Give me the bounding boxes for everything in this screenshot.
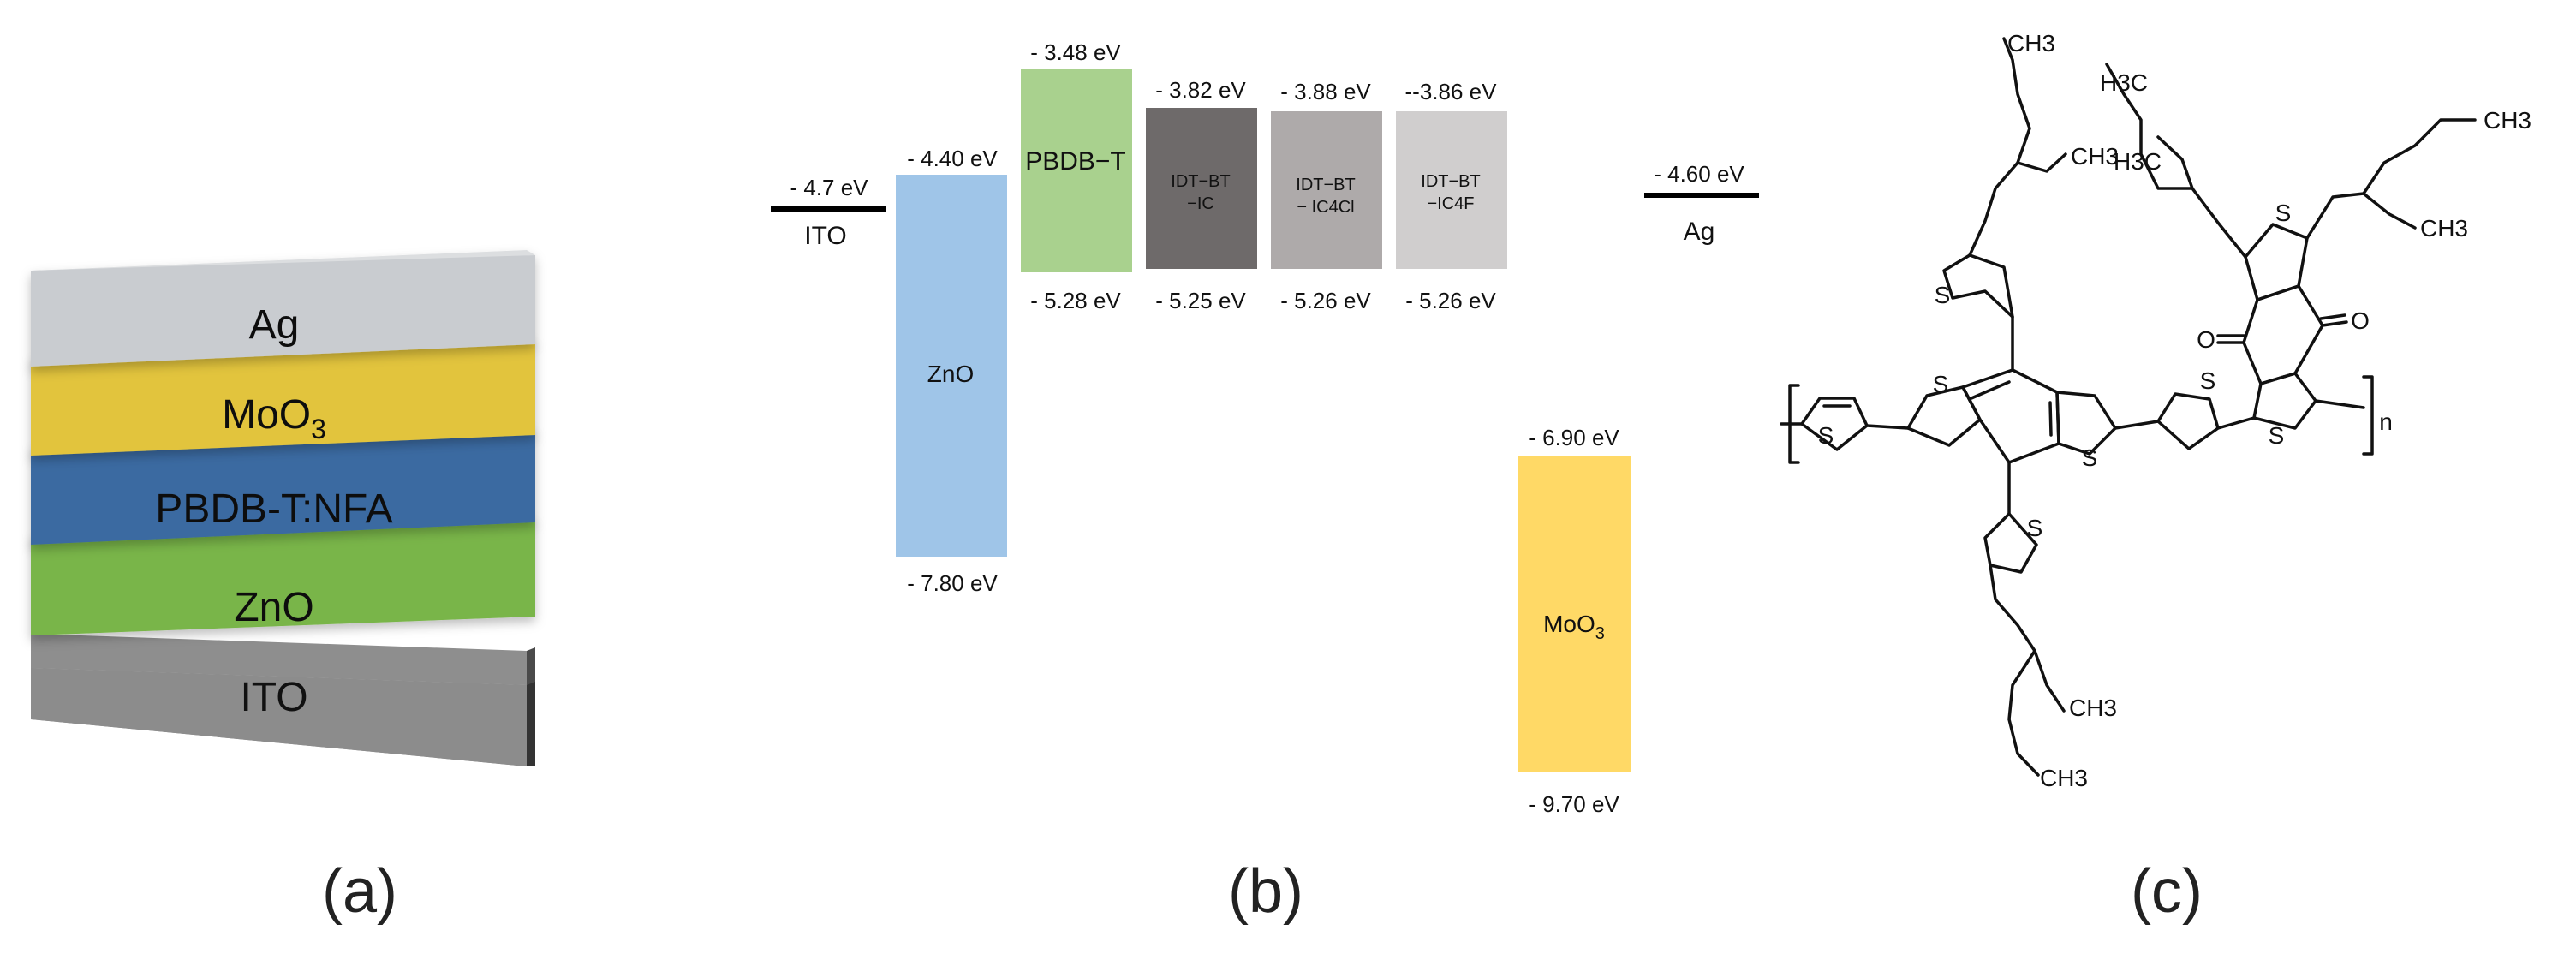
panel-a-device-stack: ITO ZnO PBDB-T:NFA MoO3 Ag — [31, 250, 535, 766]
zno-bottom-value: - 7.80 eV — [907, 570, 998, 596]
alkyl-chain-top — [1968, 37, 2031, 257]
idtbt-ic4f-bar — [1396, 111, 1507, 269]
idtbt-ic-label-2: −IC — [1187, 194, 1214, 213]
layer-ito: ITO — [31, 634, 535, 766]
thiophene-linker — [2156, 392, 2220, 450]
h3c-bdd-left: H3C — [2100, 69, 2148, 96]
alkyl-chain-bottom — [1989, 564, 2066, 713]
idtbt-ic4cl-bar — [1271, 111, 1382, 269]
ch3-bottom-branch: CH3 — [2069, 695, 2117, 721]
bracket-right — [2362, 375, 2374, 456]
idtbt-ic4f-top-value: --3.86 eV — [1405, 79, 1498, 104]
atom-s-1: S — [1818, 422, 1834, 449]
alkyl-chain-bdd-right — [2305, 118, 2477, 240]
zno-bar-label: ZnO — [927, 361, 974, 387]
atom-s-8: S — [2269, 422, 2285, 449]
ch3-bdd-right: CH3 — [2484, 107, 2531, 134]
moo3-bar — [1518, 456, 1631, 772]
pbdbt-top-value: - 3.48 eV — [1030, 39, 1121, 65]
ito-level-value: - 4.7 eV — [790, 175, 868, 200]
idtbt-ic-label-1: IDT−BT — [1171, 172, 1230, 191]
idtbt-ic4cl-bottom-value: - 5.26 eV — [1280, 288, 1371, 313]
layer-label-moo3: MoO3 — [222, 392, 326, 444]
atom-s-4: S — [1935, 282, 1951, 308]
caption-a: (a) — [322, 857, 397, 926]
idtbt-ic-bottom-value: - 5.25 eV — [1155, 288, 1246, 313]
idtbt-ic4cl-top-value: - 3.88 eV — [1280, 79, 1371, 104]
ch3-bdd-branch: CH3 — [2420, 215, 2468, 242]
atom-o-2: O — [2351, 307, 2370, 334]
moo3-top-value: - 6.90 eV — [1529, 425, 1619, 450]
pbdbt-bar — [1021, 69, 1132, 272]
idtbt-ic4f-label-1: IDT−BT — [1421, 172, 1480, 191]
bdd-lower-thiophene — [2252, 372, 2317, 430]
caption-c: (c) — [2131, 857, 2203, 926]
idtbt-ic-top-value: - 3.82 eV — [1155, 77, 1246, 103]
bdd-quinone-ring — [2242, 284, 2324, 385]
alkyl-chain-bdd-left — [2105, 63, 2247, 259]
panel-c-chemical-structure — [1780, 37, 2477, 777]
atom-o-1: O — [2197, 326, 2215, 353]
atom-s-5: S — [2027, 515, 2043, 541]
layer-ag: Ag — [31, 250, 535, 367]
panel-b-energy-diagram: - 4.7 eV ITO - 4.40 eV ZnO - 7.80 eV - 3… — [771, 39, 1759, 817]
layer-label-ito: ITO — [240, 675, 307, 720]
zno-bar — [896, 175, 1007, 557]
panel-c-atom-labels: S S S S S S S S O O CH3 CH3 H3C H3C CH3 … — [1818, 30, 2531, 791]
idtbt-ic4cl-label-2: − IC4Cl — [1297, 198, 1354, 217]
moo3-bottom-value: - 9.70 eV — [1529, 791, 1619, 817]
atom-s-2: S — [1933, 371, 1949, 397]
pbdbt-bar-label: PBDB−T — [1025, 147, 1126, 176]
layer-label-active: PBDB-T:NFA — [155, 486, 392, 532]
pbdbt-bottom-value: - 5.28 eV — [1030, 288, 1121, 313]
idtbt-ic-bar — [1146, 108, 1257, 269]
ito-label: ITO — [804, 222, 846, 250]
thiophene-top — [1942, 253, 2014, 319]
zno-top-value: - 4.40 eV — [907, 146, 998, 171]
atom-s-6: S — [2200, 367, 2216, 394]
ch3-bottom: CH3 — [2040, 765, 2088, 791]
bdt-benzene — [1961, 368, 2060, 464]
ch3-top: CH3 — [2007, 30, 2055, 57]
atom-s-7: S — [2275, 200, 2292, 226]
thiophene-bottom — [1983, 512, 2038, 574]
repeat-n: n — [2379, 408, 2393, 435]
h3c-bdd-branch: H3C — [2114, 148, 2162, 175]
ag-level-value: - 4.60 eV — [1654, 161, 1744, 187]
layer-label-ag: Ag — [249, 302, 300, 348]
idtbt-ic4cl-label-1: IDT−BT — [1296, 176, 1355, 194]
ag-label: Ag — [1684, 218, 1715, 246]
bdd-upper-thiophene — [2244, 223, 2309, 301]
layer-label-zno: ZnO — [234, 585, 313, 630]
idtbt-ic4f-label-2: −IC4F — [1427, 194, 1474, 213]
thiophene-left — [1800, 397, 1869, 451]
idtbt-ic4f-bottom-value: - 5.26 eV — [1405, 288, 1496, 313]
bdt-right-thiophene — [2055, 391, 2117, 456]
atom-s-3: S — [2082, 444, 2098, 471]
caption-b: (b) — [1228, 857, 1303, 926]
ch3-top-branch: CH3 — [2071, 143, 2119, 170]
